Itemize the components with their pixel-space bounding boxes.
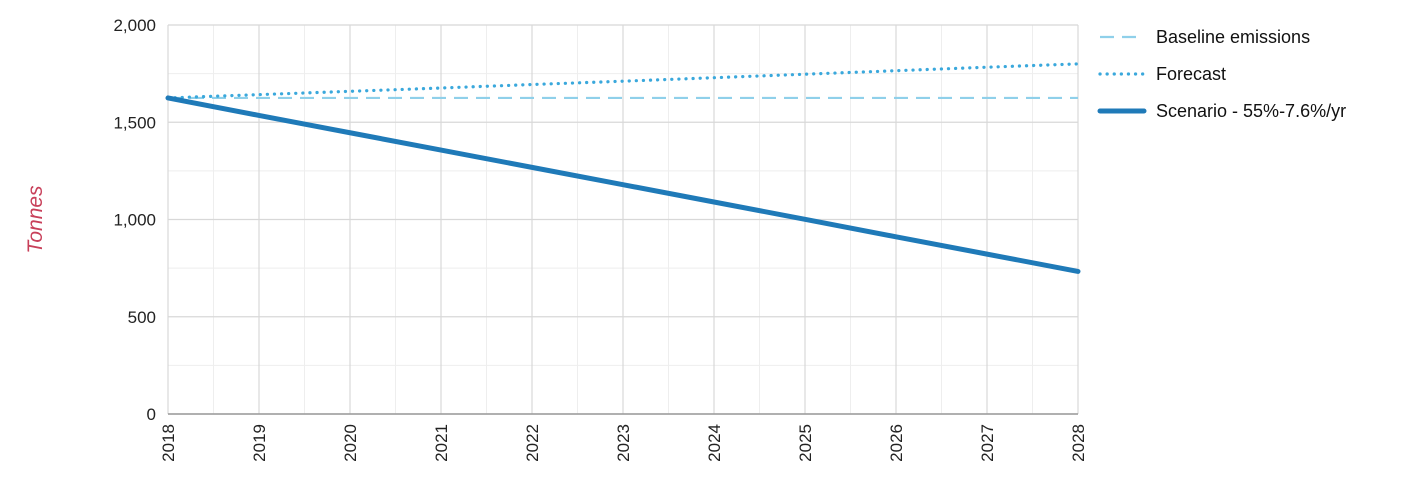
- grid-layer: [167, 24, 1079, 415]
- axis-layer: 0 500 1,000 1,500 2,000 2018 2019 2020 2021 2022 2…: [113, 16, 1088, 462]
- x-tick-label: 2020: [341, 424, 360, 462]
- x-tick-label: 2019: [250, 424, 269, 462]
- y-axis-label: Tonnes: [24, 185, 47, 254]
- x-tick-label: 2025: [796, 424, 815, 462]
- x-tick-label: 2027: [978, 424, 997, 462]
- y-tick-label: 0: [147, 405, 156, 424]
- x-tick-label: 2028: [1069, 424, 1088, 462]
- x-tick-label: 2021: [432, 424, 451, 462]
- legend: Baseline emissions Forecast Scenario - 55%…: [1097, 27, 1346, 121]
- x-tick-label: 2022: [523, 424, 542, 462]
- x-tick-label: 2023: [614, 424, 633, 462]
- x-tick-label: 2024: [705, 424, 724, 462]
- y-tick-label: 1,500: [113, 113, 156, 132]
- series-line-2: [166, 62, 1080, 100]
- x-tick-label: 2026: [887, 424, 906, 462]
- legend-label-1: Baseline emissions: [1156, 27, 1310, 47]
- series-line-3: [165, 95, 1081, 274]
- x-tick-label: 2018: [159, 424, 178, 462]
- legend-label-2: Forecast: [1156, 64, 1226, 84]
- y-tick-label: 2,000: [113, 16, 156, 35]
- y-tick-label: 500: [128, 308, 156, 327]
- y-tick-label: 1,000: [113, 211, 156, 230]
- legend-label-3: Scenario - 55%-7.6%/yr: [1156, 101, 1346, 121]
- series-layer: [165, 62, 1081, 274]
